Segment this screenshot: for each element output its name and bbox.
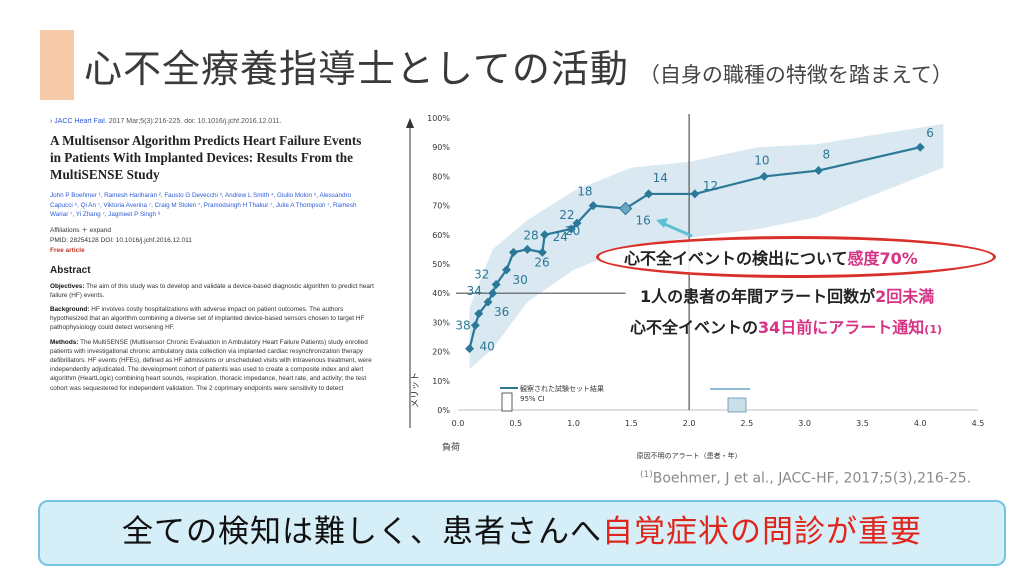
citation: (1)Boehmer, J et al., JACC-HF, 2017;5(3)…: [640, 470, 972, 487]
x-tick-label: 3.5: [856, 419, 869, 428]
data-point: [814, 166, 824, 176]
affiliations-toggle[interactable]: Affiliations ＋ expand: [50, 226, 111, 234]
x-tick-label: 2.0: [683, 419, 696, 428]
x-axis-label: 原因不明のアラート（患者・年）: [637, 451, 742, 460]
journal-details: 2017 Mar;5(3):216-225. doi: 10.1016/j.jc…: [106, 118, 282, 125]
data-label: 22: [559, 208, 574, 222]
slide-title: 心不全療養指導士としての活動 （自身の職種の特徴を踏まえて）: [84, 38, 953, 93]
data-point: [508, 247, 518, 257]
conclusion-banner: 全ての検知は難しく、患者さんへ自覚症状の問診が重要: [38, 500, 1006, 566]
legend-ci-swatch: [501, 392, 513, 412]
pointer-arrow: [661, 221, 693, 238]
y-tick-label: 40%: [432, 289, 450, 298]
data-label: 16: [636, 214, 651, 228]
data-point: [465, 344, 475, 354]
data-label: 14: [653, 171, 668, 185]
slide-title-text: 心不全療養指導士としての活動: [84, 47, 629, 91]
y-tick-label: 100%: [427, 114, 450, 123]
data-point: [522, 244, 532, 254]
callout-sensitivity: 心不全イベントの検出について感度70%: [624, 249, 918, 268]
x-tick-label: 1.5: [625, 419, 638, 428]
data-label: 24: [553, 230, 568, 244]
x-tick-label: 0.0: [452, 419, 465, 428]
pmid-doi: PMID: 28254128 DOI: 10.1016/j.jchf.2016.…: [50, 236, 192, 244]
data-label: 34: [467, 284, 482, 298]
data-point: [537, 247, 547, 257]
data-label: 32: [474, 267, 489, 281]
data-label: 6: [926, 126, 934, 140]
data-point: [690, 189, 700, 199]
x-tick-label: 4.0: [914, 419, 927, 428]
data-point: [759, 171, 769, 181]
data-point: [488, 288, 498, 298]
legend-line-label: 観察された試験セット結果: [520, 384, 604, 393]
abstract-background: Background: HF involves costly hospitali…: [50, 305, 365, 332]
data-point: [502, 265, 512, 275]
pointer-arrowhead: [656, 218, 668, 228]
data-point: [915, 142, 925, 152]
free-article-badge: Free article: [50, 246, 85, 254]
title-accent-bar: [40, 30, 74, 100]
x-axis-side-label: 負荷: [442, 441, 460, 453]
legend-ci-label: 95% CI: [520, 395, 545, 403]
paper-title: A Multisensor Algorithm Predicts Heart F…: [50, 133, 362, 182]
y-tick-label: 60%: [432, 231, 450, 240]
data-label: 26: [534, 255, 549, 269]
data-point: [566, 224, 576, 234]
x-tick-label: 2.5: [741, 419, 754, 428]
data-label: 38: [455, 318, 470, 332]
abstract-heading: Abstract: [50, 264, 91, 276]
callout-lead-time: 心不全イベントの34日前にアラート通知(1): [630, 318, 943, 337]
data-point: [483, 297, 493, 307]
data-point: [588, 201, 598, 211]
legend-ci-sample: [727, 397, 747, 413]
paper-authors[interactable]: John P Boehmer ¹, Ramesh Hariharan ², Fa…: [50, 192, 357, 218]
data-point: [491, 279, 501, 289]
y-axis-arrowhead: [406, 118, 414, 128]
y-tick-label: 90%: [432, 143, 450, 152]
y-tick-label: 20%: [432, 348, 450, 357]
abstract-methods: Methods: The MultiSENSE (Multisensor Chr…: [50, 338, 372, 392]
x-tick-label: 1.0: [567, 419, 580, 428]
slide-subtitle: （自身の職種の特徴を踏まえて）: [638, 63, 953, 87]
data-label: 40: [480, 340, 495, 354]
journal-chevron-icon: ›: [50, 118, 55, 125]
abstract-body: Objectives: The aim of this study was to…: [36, 282, 374, 393]
y-tick-label: 10%: [432, 377, 450, 386]
data-point: [644, 189, 654, 199]
y-tick-label: 50%: [432, 260, 450, 269]
data-label: 18: [577, 185, 592, 199]
data-point: [572, 218, 582, 228]
journal-citation: › JACC Heart Fail. 2017 Mar;5(3):216-225…: [50, 118, 374, 125]
data-point: [540, 230, 550, 240]
data-label: 12: [703, 179, 718, 193]
banner-text: 全ての検知は難しく、患者さんへ: [122, 514, 602, 550]
confidence-band: [469, 123, 944, 370]
y-axis-label: メリット: [411, 372, 421, 408]
x-tick-label: 3.0: [798, 419, 811, 428]
y-tick-label: 30%: [432, 318, 450, 327]
journal-link[interactable]: JACC Heart Fail.: [54, 118, 107, 125]
data-label: 20: [565, 224, 580, 238]
data-label: 28: [523, 228, 538, 242]
callout-alert-rate: 1人の患者の年間アラート回数が2回未満: [640, 287, 935, 306]
data-label: 30: [513, 273, 528, 287]
x-tick-label: 0.5: [509, 419, 522, 428]
y-tick-label: 70%: [432, 202, 450, 211]
data-point: [470, 320, 480, 330]
x-tick-label: 4.5: [972, 419, 985, 428]
banner-emphasis: 自覚症状の問診が重要: [602, 514, 922, 550]
data-point: [474, 309, 484, 319]
paper-abstract-screenshot: › JACC Heart Fail. 2017 Mar;5(3):216-225…: [36, 118, 374, 440]
data-label: 10: [754, 153, 769, 167]
highlight-ellipse: [596, 236, 996, 278]
y-tick-label: 0%: [437, 406, 450, 415]
y-tick-label: 80%: [432, 172, 450, 181]
data-label: 8: [823, 148, 831, 162]
data-point: [618, 201, 633, 216]
data-label: 36: [494, 305, 509, 319]
abstract-objectives: Objectives: The aim of this study was to…: [50, 282, 374, 299]
